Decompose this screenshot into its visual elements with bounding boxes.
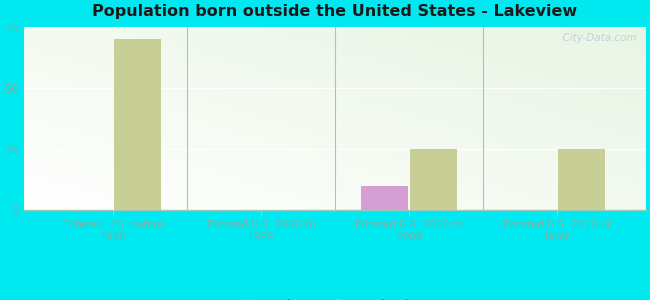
Bar [410,149,457,210]
Text: City-Data.com: City-Data.com [556,33,636,43]
Bar [558,149,605,210]
Legend: Native, Foreign-born: Native, Foreign-born [231,294,439,300]
Title: Population born outside the United States - Lakeview: Population born outside the United State… [92,4,577,19]
Bar [114,40,161,210]
Bar [361,186,408,210]
